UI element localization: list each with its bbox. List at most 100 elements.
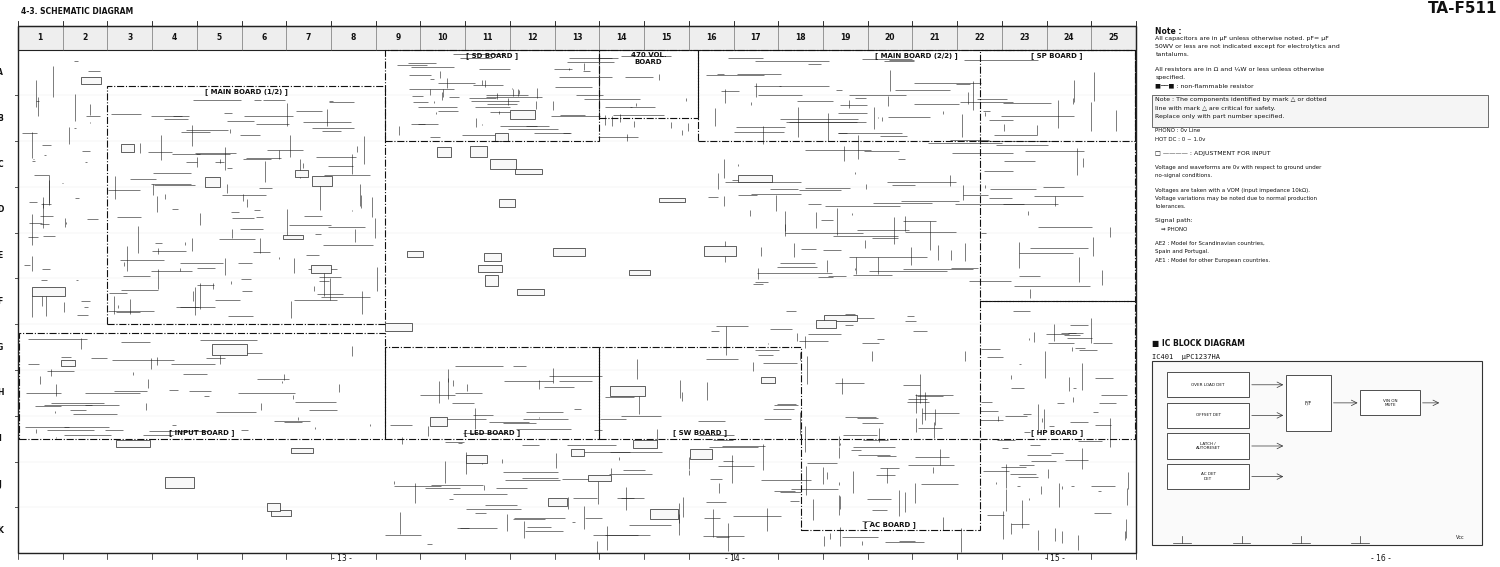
Bar (588, 475, 610, 480)
Bar (1286, 375, 1330, 431)
Text: PHONO : 0v Line: PHONO : 0v Line (1155, 128, 1200, 133)
Bar (495, 133, 508, 141)
Bar (552, 248, 585, 256)
Text: C: C (0, 159, 3, 168)
Text: - 16 -: - 16 - (1371, 553, 1390, 562)
Bar (296, 170, 307, 177)
Bar (549, 498, 567, 506)
Bar (486, 275, 498, 286)
Text: tolerances.: tolerances. (1155, 204, 1186, 209)
Text: ■──■ : non-flammable resistor: ■──■ : non-flammable resistor (1155, 83, 1254, 88)
Bar (384, 49, 600, 141)
Bar (500, 200, 514, 207)
Text: 12: 12 (526, 33, 537, 43)
Text: 17: 17 (750, 33, 760, 43)
Text: tantalums.: tantalums. (1155, 52, 1190, 57)
Bar (1360, 390, 1420, 416)
Bar (600, 347, 801, 439)
Text: 6: 6 (261, 33, 267, 43)
Bar (18, 26, 1136, 49)
Bar (1167, 434, 1250, 459)
Text: 9: 9 (396, 33, 400, 43)
Text: OVER LOAD DET: OVER LOAD DET (1191, 383, 1225, 387)
Text: line with mark △ are critical for safety.: line with mark △ are critical for safety… (1155, 106, 1276, 111)
Bar (165, 477, 195, 488)
Bar (760, 377, 776, 383)
Bar (484, 253, 501, 261)
Text: 8: 8 (351, 33, 355, 43)
Bar (1167, 464, 1250, 489)
Text: AE2 : Model for Scandinavian countries,: AE2 : Model for Scandinavian countries, (1155, 241, 1264, 246)
Bar (267, 503, 280, 511)
Text: Note :: Note : (1155, 27, 1182, 36)
Bar (1152, 95, 1488, 127)
Text: Vcc: Vcc (1455, 535, 1464, 540)
Text: [ SP BOARD ]: [ SP BOARD ] (1032, 52, 1083, 59)
Bar (430, 417, 447, 426)
Text: ⇒ PHONO: ⇒ PHONO (1161, 227, 1188, 232)
Text: VIN ON
MUTE: VIN ON MUTE (1383, 399, 1398, 407)
Text: [ HP BOARD ]: [ HP BOARD ] (1030, 429, 1083, 437)
Bar (704, 246, 735, 256)
Text: K: K (0, 526, 3, 535)
Bar (470, 146, 488, 156)
Bar (816, 320, 836, 328)
Bar (384, 347, 600, 439)
Bar (122, 144, 134, 153)
Text: 24: 24 (1064, 33, 1074, 43)
Text: TA-F511: TA-F511 (1428, 1, 1497, 16)
Text: Replace only with part number specified.: Replace only with part number specified. (1155, 114, 1286, 119)
Bar (20, 333, 384, 439)
Text: [ INPUT BOARD ]: [ INPUT BOARD ] (170, 429, 234, 437)
Bar (478, 265, 502, 272)
Bar (291, 448, 314, 453)
Text: Voltages are taken with a VOM (input impedance 10kΩ).: Voltages are taken with a VOM (input imp… (1155, 188, 1311, 193)
Text: 14: 14 (616, 33, 627, 43)
Text: Spain and Portugal.: Spain and Portugal. (1155, 249, 1209, 255)
Text: Voltage and waveforms are 0v with respect to ground under: Voltage and waveforms are 0v with respec… (1155, 165, 1322, 170)
Text: [ LED BOARD ]: [ LED BOARD ] (464, 429, 520, 437)
Text: 3: 3 (128, 33, 132, 43)
Bar (516, 289, 543, 295)
Text: 470 VOL.
BOARD: 470 VOL. BOARD (632, 52, 666, 65)
Text: 16: 16 (706, 33, 717, 43)
Text: - 15 -: - 15 - (1044, 553, 1065, 562)
Text: IC401  μPC1237HA: IC401 μPC1237HA (1152, 354, 1221, 361)
Bar (510, 111, 536, 119)
Bar (1152, 361, 1482, 545)
Text: 13: 13 (572, 33, 582, 43)
Text: F/F: F/F (1305, 400, 1312, 405)
Text: 21: 21 (930, 33, 940, 43)
Text: HOT DC : 0 ~ 1.0v: HOT DC : 0 ~ 1.0v (1155, 137, 1206, 142)
Text: 18: 18 (795, 33, 806, 43)
Bar (312, 265, 332, 273)
Text: [ MAIN BOARD (2/2) ]: [ MAIN BOARD (2/2) ] (874, 52, 957, 59)
Bar (32, 287, 64, 296)
Bar (980, 49, 1134, 301)
Bar (18, 26, 1136, 553)
Text: 50WV or less are not indicated except for electrolytics and: 50WV or less are not indicated except fo… (1155, 44, 1340, 49)
Bar (610, 387, 645, 396)
Text: LATCH /
AUTORESET: LATCH / AUTORESET (1196, 442, 1221, 450)
Text: □ ———— : ADJUSTMENT FOR INPUT: □ ———— : ADJUSTMENT FOR INPUT (1155, 151, 1270, 156)
Bar (628, 270, 651, 276)
Text: 19: 19 (840, 33, 850, 43)
Text: AC DET
DET: AC DET DET (1200, 472, 1215, 481)
Bar (572, 449, 585, 456)
Bar (698, 49, 1134, 141)
Text: E: E (0, 251, 3, 260)
Bar (386, 323, 412, 331)
Text: [ AC BOARD ]: [ AC BOARD ] (864, 521, 916, 528)
Text: B: B (0, 114, 3, 122)
Text: 1: 1 (38, 33, 44, 43)
Bar (600, 49, 698, 119)
Text: D: D (0, 205, 3, 214)
Text: [ SD BOARD ]: [ SD BOARD ] (466, 52, 518, 59)
Bar (108, 86, 384, 324)
Text: All resistors are in Ω and ¼W or less unless otherwise: All resistors are in Ω and ¼W or less un… (1155, 66, 1324, 71)
Bar (690, 448, 711, 459)
Bar (466, 455, 488, 463)
Text: OFFSET DET: OFFSET DET (1196, 413, 1221, 417)
Text: 4: 4 (172, 33, 177, 43)
Text: G: G (0, 342, 3, 352)
